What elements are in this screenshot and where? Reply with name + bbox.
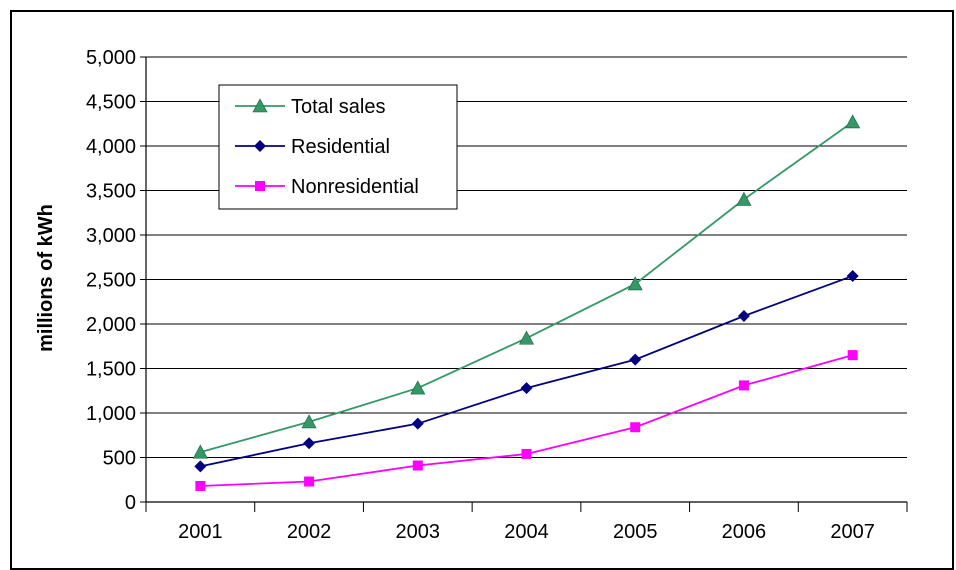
line-chart: 0 500 1,000 1,500 2,000 2,500 3,000 3,500 4,000 4… <box>35 47 908 543</box>
y-tick-label: 3,500 <box>86 181 136 203</box>
x-tick-label: 2005 <box>613 521 658 543</box>
y-tick-label: 0 <box>125 492 136 514</box>
legend-entry: Residential <box>235 136 390 158</box>
x-tick-label: 2006 <box>722 521 767 543</box>
series-line <box>200 354 853 487</box>
y-tick-label: 1,500 <box>86 359 136 381</box>
y-tick-label: 4,000 <box>86 136 136 158</box>
y-tick-label: 500 <box>103 448 136 470</box>
data-point <box>630 422 641 433</box>
series-nonresidential <box>195 350 858 491</box>
series-group <box>192 114 861 491</box>
data-point <box>846 269 859 282</box>
data-point <box>738 380 749 391</box>
data-point <box>737 309 750 322</box>
series-total-sales <box>192 114 861 459</box>
legend: Total sales Residential Nonresidential <box>218 84 458 210</box>
legend-label: Residential <box>291 136 390 158</box>
series-residential <box>194 269 859 473</box>
y-tick-label: 2,500 <box>86 270 136 292</box>
axes <box>140 56 908 512</box>
data-point <box>411 417 424 430</box>
x-tick-label: 2004 <box>504 521 549 543</box>
chart-frame <box>10 10 954 570</box>
data-point <box>520 382 533 395</box>
data-point <box>410 380 426 395</box>
x-tick-label: 2002 <box>287 521 332 543</box>
legend-label: Nonresidential <box>291 176 419 198</box>
legend-entry: Total sales <box>235 96 386 118</box>
y-tick-label: 4,500 <box>86 92 136 114</box>
data-point <box>192 444 208 459</box>
y-tick-label: 3,000 <box>86 225 136 247</box>
data-point <box>304 476 315 487</box>
x-tick-labels: 2001 2002 2003 2004 2005 2006 2007 <box>178 521 875 543</box>
x-tick-label: 2007 <box>830 521 875 543</box>
legend-label: Total sales <box>291 96 386 118</box>
data-point <box>629 353 642 366</box>
data-point <box>847 350 858 361</box>
x-tick-label: 2001 <box>178 521 223 543</box>
y-tick-label: 2,000 <box>86 314 136 336</box>
y-tick-labels: 0 500 1,000 1,500 2,000 2,500 3,000 3,500 4,000 4… <box>86 47 136 514</box>
x-tick-label: 2003 <box>396 521 441 543</box>
series-line <box>200 275 853 468</box>
legend-marker <box>254 140 266 152</box>
data-point <box>845 114 861 129</box>
data-point <box>412 460 423 471</box>
data-point <box>194 460 207 473</box>
data-point <box>518 330 535 345</box>
data-point <box>627 276 643 291</box>
data-point <box>195 480 206 491</box>
y-axis-title: millions of kWh <box>35 204 57 352</box>
legend-marker <box>255 181 265 191</box>
data-point <box>303 437 316 450</box>
legend-entry: Nonresidential <box>235 176 419 198</box>
y-tick-label: 1,000 <box>86 403 136 425</box>
y-tick-label: 5,000 <box>86 47 136 69</box>
data-point <box>301 414 317 429</box>
data-point <box>521 448 532 459</box>
data-point <box>736 191 752 206</box>
legend-marker <box>252 98 268 113</box>
